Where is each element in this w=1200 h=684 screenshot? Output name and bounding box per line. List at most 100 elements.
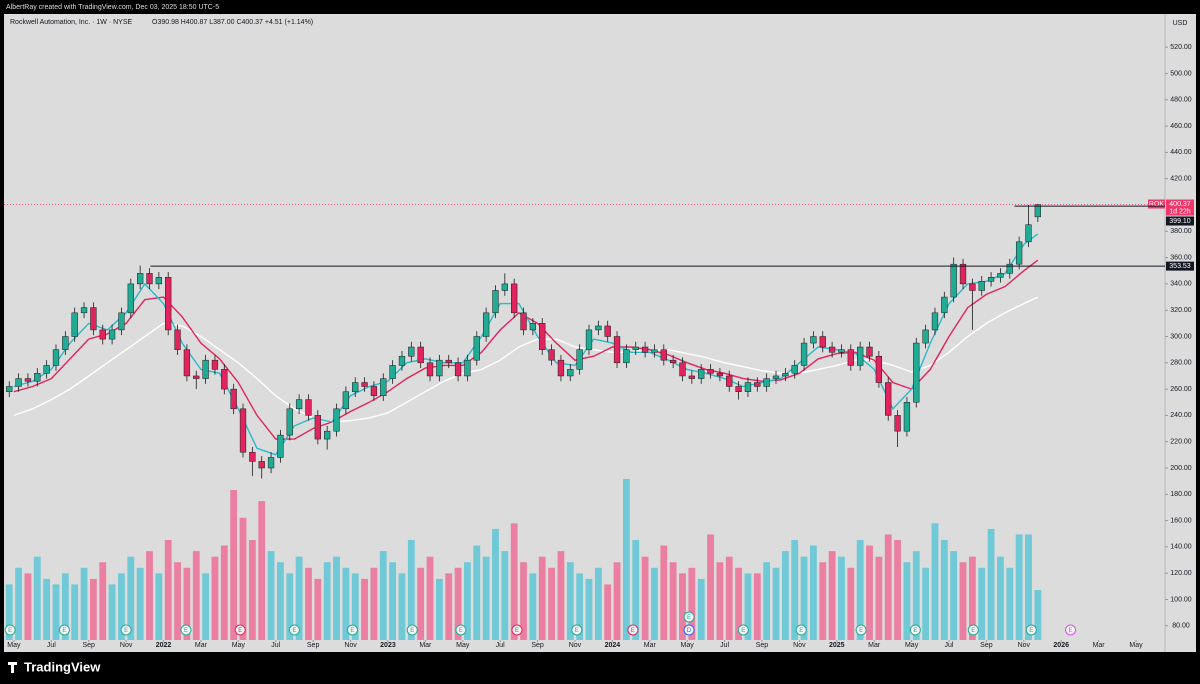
candle-body — [6, 386, 13, 392]
x-tick-label: Nov — [120, 642, 133, 649]
volume-bar — [445, 573, 453, 640]
event-label: E — [741, 628, 745, 634]
volume-bar — [192, 551, 200, 640]
volume-bar — [398, 573, 406, 640]
volume-bar — [314, 578, 322, 640]
volume-bar — [220, 545, 228, 640]
volume-bar — [894, 540, 901, 640]
candle-body — [352, 382, 359, 392]
candle-body — [258, 461, 265, 469]
y-tick-label: 500.00 — [1170, 70, 1192, 77]
candle-body — [520, 312, 527, 331]
volume-bar — [370, 567, 378, 640]
level-box — [1166, 216, 1194, 226]
candle-body — [997, 273, 1004, 278]
candle-body — [333, 408, 340, 432]
candle-body — [389, 365, 396, 379]
candle-body — [473, 336, 480, 361]
volume-bar — [267, 551, 275, 640]
volume-bar — [501, 551, 509, 640]
candle-body — [511, 283, 518, 314]
event-marker — [120, 624, 132, 636]
candle-body — [146, 273, 153, 285]
candle-body — [436, 359, 443, 377]
candle-body — [501, 283, 508, 291]
candle-body — [108, 329, 116, 340]
volume-bar — [1006, 567, 1014, 640]
y-tick-label: 200.00 — [1170, 465, 1192, 472]
candle-body — [211, 359, 219, 370]
volume-bar — [959, 562, 967, 640]
volume-bar — [1025, 534, 1032, 640]
candle-body — [370, 386, 378, 396]
y-tick-label: 180.00 — [1170, 491, 1192, 498]
volume-bar — [940, 540, 948, 640]
candle-body — [90, 307, 97, 331]
candle-body — [52, 349, 60, 366]
y-tick-label: 240.00 — [1170, 412, 1192, 419]
y-tick-label: 480.00 — [1170, 97, 1192, 104]
event-marker — [1025, 624, 1037, 636]
volume-bar — [697, 578, 705, 640]
candle-body — [324, 430, 331, 440]
y-tick-label: 80.00 — [1172, 623, 1190, 630]
y-tick-label: 440.00 — [1170, 149, 1192, 156]
volume-bar — [744, 573, 752, 640]
event-label: E — [62, 628, 66, 634]
event-label: E — [631, 628, 635, 634]
candle-body — [249, 451, 256, 462]
event-marker — [795, 624, 807, 636]
volume-bar — [389, 562, 397, 640]
volume-bar — [464, 562, 471, 640]
candle-body — [183, 349, 191, 377]
volume-bar — [781, 551, 789, 640]
x-tick-label: 2026 — [1053, 642, 1069, 649]
candle-body — [398, 355, 406, 366]
candle-body — [641, 346, 649, 353]
event-marker — [58, 624, 70, 636]
candle-body — [127, 283, 134, 314]
candle-body — [464, 359, 471, 377]
candle-body — [735, 386, 742, 392]
x-tick-label: Jul — [47, 642, 56, 649]
level-box — [1166, 261, 1194, 271]
candle-body — [155, 277, 162, 285]
volume-bar — [239, 517, 247, 640]
volume-bar — [5, 584, 13, 640]
candle-body — [239, 408, 247, 453]
candle-body — [1025, 224, 1032, 243]
candle-body — [576, 349, 583, 370]
volume-bar — [15, 567, 22, 640]
event-label: E — [913, 628, 917, 634]
volume-bar — [884, 534, 892, 640]
candle-body — [941, 296, 948, 314]
x-tick-label: May — [905, 642, 919, 649]
candle-body — [62, 336, 69, 350]
volume-bar — [24, 573, 32, 640]
x-tick-label: 2024 — [605, 642, 621, 649]
x-tick-label: Sep — [307, 642, 320, 649]
event-label: E — [1029, 628, 1033, 634]
candle-body — [482, 312, 490, 337]
volume-bar — [735, 567, 743, 640]
candle-body — [763, 378, 770, 387]
volume-bar — [520, 562, 527, 640]
volume-bar — [417, 567, 425, 640]
volume-bar — [33, 556, 41, 640]
event-label: E — [1069, 628, 1073, 634]
volume-bar — [576, 573, 584, 640]
volume-bar — [379, 551, 387, 640]
event-label: E — [971, 628, 975, 634]
candle-body — [539, 323, 546, 350]
candle-body — [80, 307, 88, 314]
volume-bar — [604, 584, 612, 640]
candle-body — [726, 375, 733, 387]
volume-bar — [164, 540, 172, 640]
candle-body — [305, 399, 312, 416]
volume-bar — [136, 567, 144, 640]
candle-body — [698, 369, 705, 379]
event-marker — [455, 624, 467, 636]
volume-bar — [286, 573, 294, 640]
candle-body — [669, 359, 677, 364]
volume-bar — [61, 573, 69, 640]
